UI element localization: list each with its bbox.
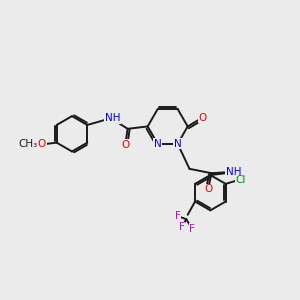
Text: F: F xyxy=(189,224,195,234)
Text: NH: NH xyxy=(226,167,242,177)
Text: N: N xyxy=(154,139,161,149)
Text: O: O xyxy=(38,139,46,149)
Text: F: F xyxy=(175,211,181,221)
Text: CH₃: CH₃ xyxy=(18,139,38,149)
Text: Cl: Cl xyxy=(236,175,246,185)
Text: F: F xyxy=(179,222,185,233)
Text: NH: NH xyxy=(105,113,120,124)
Text: O: O xyxy=(198,112,206,123)
Text: N: N xyxy=(174,139,182,149)
Text: O: O xyxy=(204,184,212,194)
Text: O: O xyxy=(121,140,129,150)
